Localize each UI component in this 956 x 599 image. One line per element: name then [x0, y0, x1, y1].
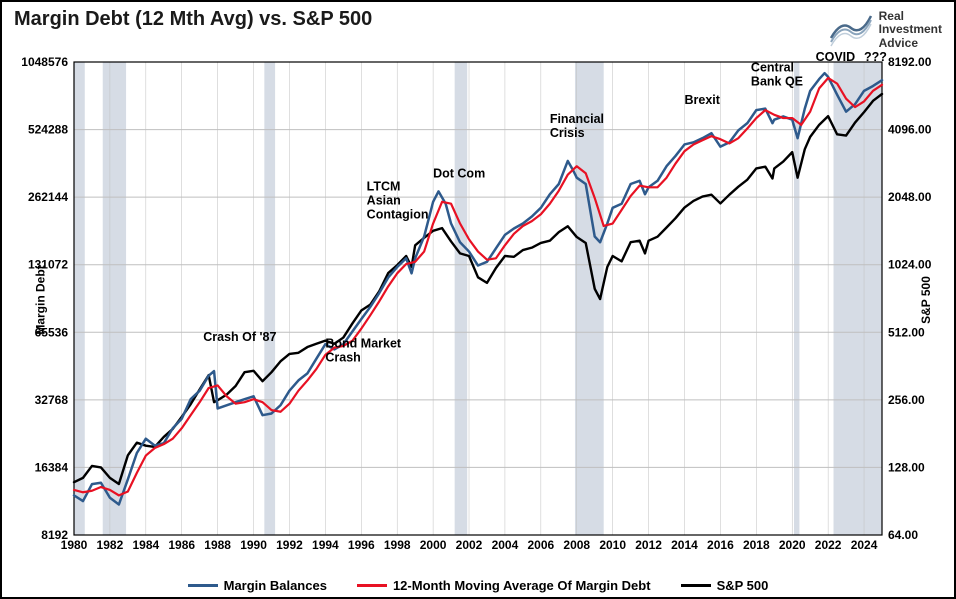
legend-item: 12-Month Moving Average Of Margin Debt	[357, 578, 651, 593]
x-tick: 2010	[599, 538, 626, 552]
logo-text: Real Investment Advice	[879, 10, 942, 50]
annotation: Contagion	[367, 208, 429, 222]
annotation: Bond Market	[325, 337, 402, 351]
annotation: LTCM	[367, 180, 401, 194]
logo: Real Investment Advice	[829, 8, 942, 52]
x-tick: 1998	[384, 538, 411, 552]
y-tick-right: 2048.00	[888, 190, 932, 204]
logo-line3: Advice	[879, 37, 942, 50]
annotation: Dot Com	[433, 167, 485, 181]
y-axis-left-label: Margin Debt	[34, 265, 48, 334]
annotation: ???	[864, 50, 887, 64]
legend-label: Margin Balances	[224, 578, 327, 593]
legend-swatch	[357, 584, 387, 587]
legend-item: S&P 500	[681, 578, 769, 593]
x-tick: 1986	[168, 538, 195, 552]
annotation: Bank QE	[751, 75, 803, 89]
legend-swatch	[681, 584, 711, 587]
x-tick: 1984	[132, 538, 159, 552]
x-tick: 2020	[779, 538, 806, 552]
annotation: Crash	[325, 351, 360, 365]
x-tick: 2014	[671, 538, 698, 552]
logo-mark-icon	[829, 8, 873, 52]
plot-area: 819264.0016384128.0032768256.0065536512.…	[74, 62, 882, 535]
y-tick-right: 64.00	[888, 528, 918, 542]
x-tick: 2016	[707, 538, 734, 552]
x-tick: 2002	[456, 538, 483, 552]
x-tick: 2024	[851, 538, 878, 552]
x-tick: 1994	[312, 538, 339, 552]
y-tick-left: 16384	[35, 460, 69, 474]
annotation: Crisis	[550, 126, 585, 140]
y-tick-right: 128.00	[888, 460, 925, 474]
x-tick: 2008	[563, 538, 590, 552]
x-tick: 2006	[527, 538, 554, 552]
annotation: Brexit	[684, 93, 720, 107]
y-tick-right: 8192.00	[888, 55, 932, 69]
y-tick-right: 256.00	[888, 393, 925, 407]
y-tick-left: 524288	[28, 123, 68, 137]
annotation: Asian	[367, 194, 401, 208]
x-tick: 2000	[420, 538, 447, 552]
y-tick-left: 65536	[35, 325, 69, 339]
x-tick: 2022	[815, 538, 842, 552]
y-tick-left: 32768	[35, 393, 69, 407]
y-tick-right: 512.00	[888, 325, 925, 339]
annotation: COVID	[816, 50, 856, 64]
y-tick-left: 131072	[28, 258, 68, 272]
x-tick: 1982	[97, 538, 124, 552]
legend-item: Margin Balances	[188, 578, 327, 593]
x-tick: 1990	[240, 538, 267, 552]
chart-title: Margin Debt (12 Mth Avg) vs. S&P 500	[14, 8, 372, 31]
legend: Margin Balances 12-Month Moving Average O…	[2, 578, 954, 593]
x-tick: 2012	[635, 538, 662, 552]
legend-label: 12-Month Moving Average Of Margin Debt	[393, 578, 651, 593]
x-tick: 2004	[492, 538, 519, 552]
annotation: Financial	[550, 112, 604, 126]
legend-swatch	[188, 584, 218, 587]
y-tick-right: 1024.00	[888, 258, 932, 272]
x-tick: 1996	[348, 538, 375, 552]
x-tick: 1980	[61, 538, 88, 552]
x-tick: 1988	[204, 538, 231, 552]
y-tick-left: 262144	[28, 190, 68, 204]
logo-line2: Investment	[879, 23, 942, 36]
legend-label: S&P 500	[717, 578, 769, 593]
x-tick: 2018	[743, 538, 770, 552]
annotation: Central	[751, 61, 794, 75]
x-tick: 1992	[276, 538, 303, 552]
annotation: Crash Of '87	[203, 330, 276, 344]
y-tick-right: 4096.00	[888, 123, 932, 137]
y-axis-right-label: S&P 500	[919, 276, 933, 324]
chart-svg: 819264.0016384128.0032768256.0065536512.…	[74, 62, 882, 535]
y-tick-left: 1048576	[21, 55, 68, 69]
